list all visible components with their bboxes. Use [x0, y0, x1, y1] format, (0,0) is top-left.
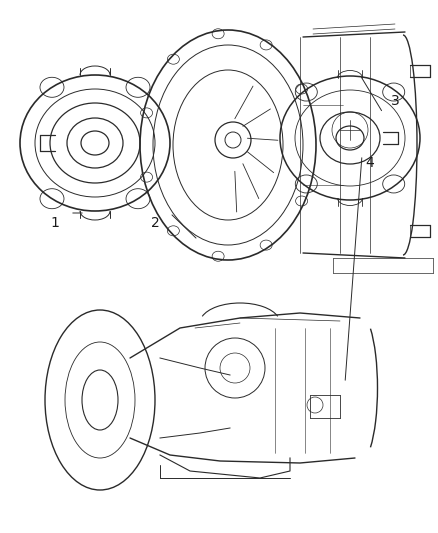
Text: 4: 4: [366, 156, 374, 170]
Text: 1: 1: [50, 216, 60, 230]
Text: 2: 2: [151, 216, 159, 230]
Text: 3: 3: [391, 94, 399, 108]
